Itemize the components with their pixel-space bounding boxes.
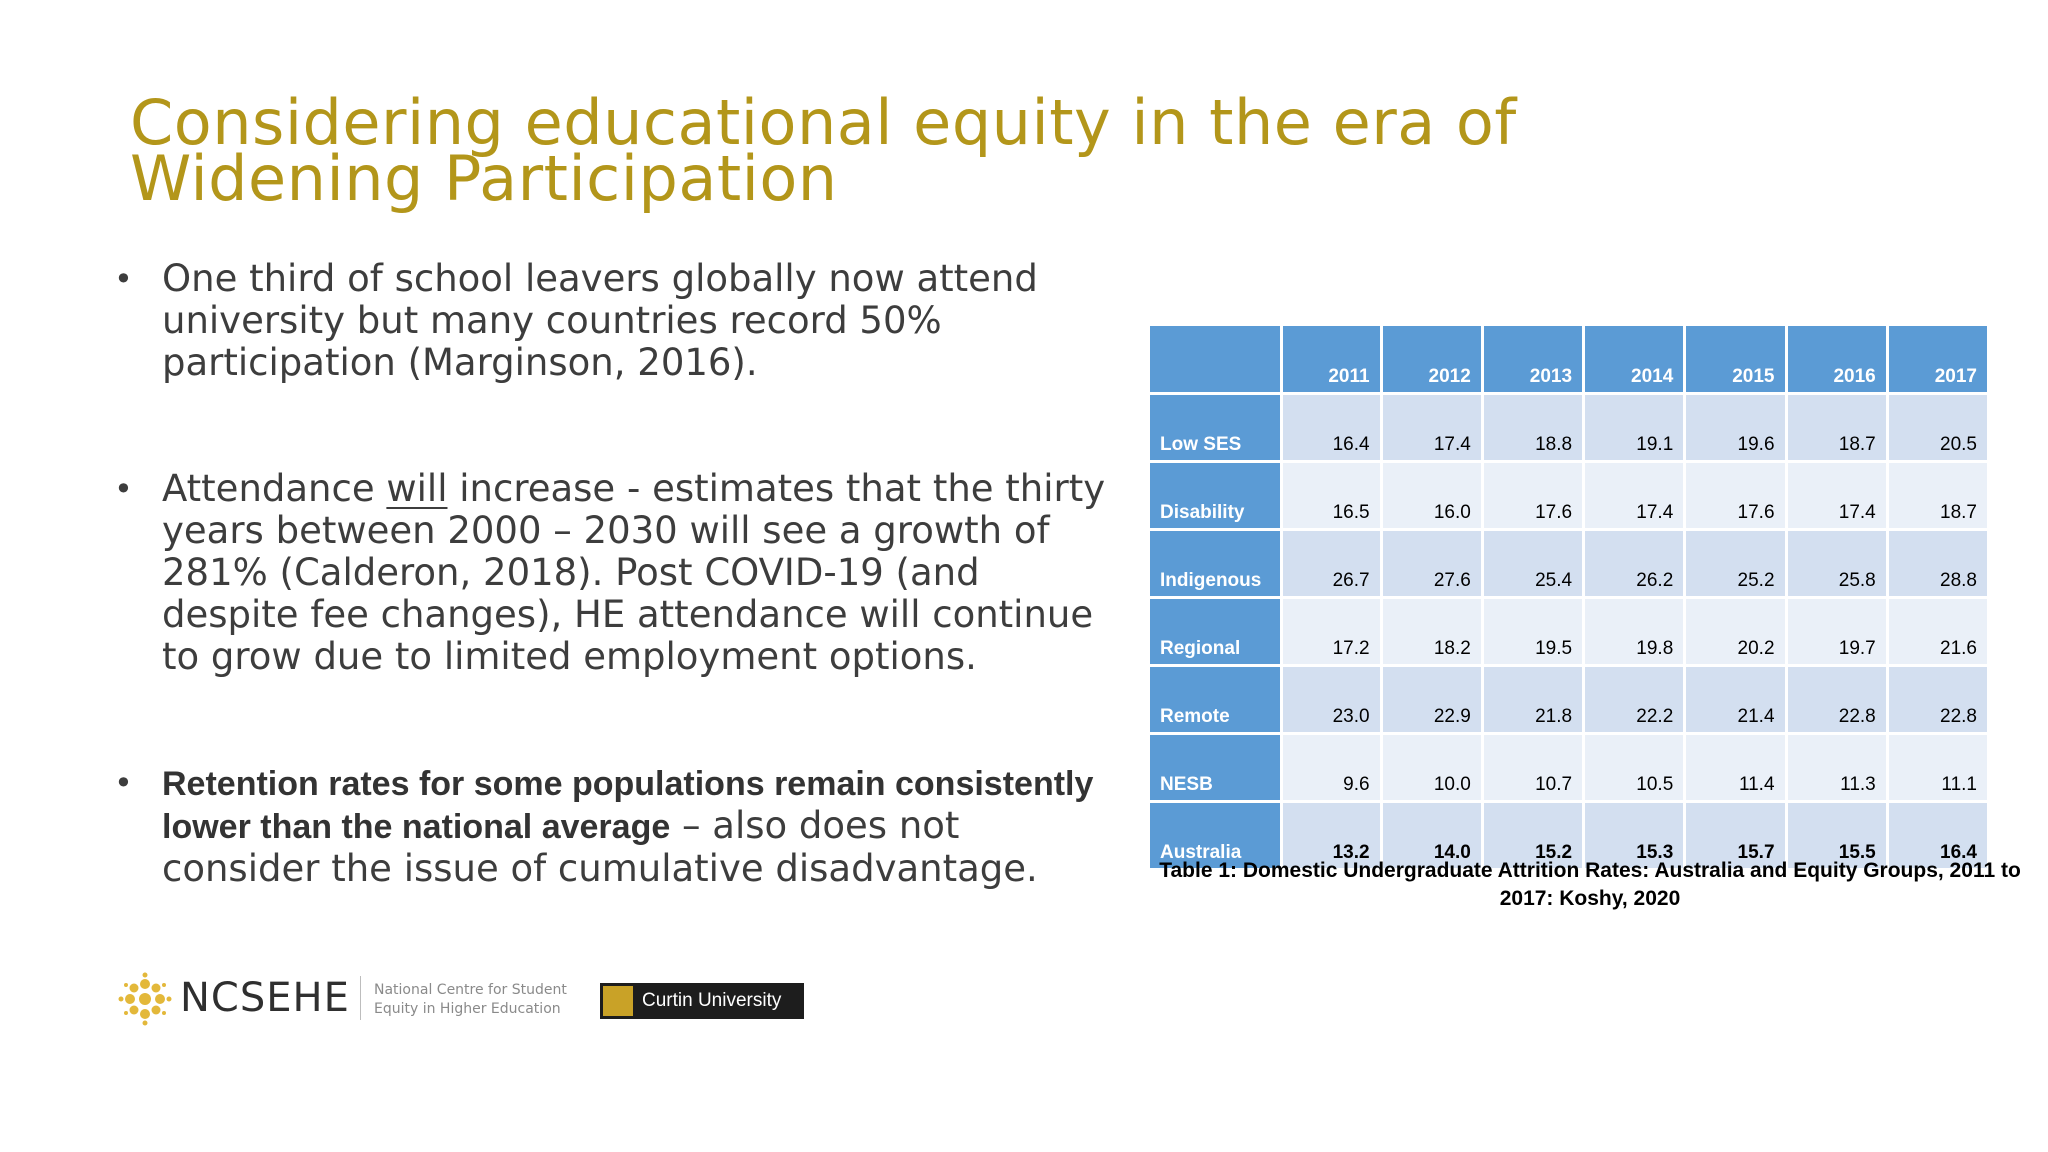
bullet-underlined-word: will [386,467,448,510]
logo-bar: NCSEHE National Centre for Student Equit… [118,970,818,1030]
row-label: Low SES [1150,395,1280,460]
table-cell: 11.4 [1686,735,1785,800]
table-cell: 11.3 [1787,735,1886,800]
logo-divider [360,976,361,1020]
bullet-item: • Attendance will increase - estimates t… [112,468,1122,678]
table-cell: 22.2 [1585,667,1684,732]
table-cell: 20.5 [1888,395,1987,460]
table-cell: 17.4 [1382,395,1481,460]
table-cell: 15.2 [1483,803,1583,868]
table-cell: 20.2 [1686,599,1785,664]
year-header: 2016 [1787,326,1886,392]
table-cell: 18.2 [1382,599,1481,664]
bullet-item: • One third of school leavers globally n… [112,258,1122,384]
bullet-list: • One third of school leavers globally n… [112,258,1122,890]
year-header: 2015 [1686,326,1785,392]
table-cell: 21.4 [1686,667,1785,732]
row-label: Remote [1150,667,1280,732]
bullet-dot-icon: • [114,260,133,298]
bullet-text-start: Attendance [162,467,387,510]
table-cell: 19.6 [1686,395,1785,460]
table-cell: 19.8 [1585,599,1684,664]
curtin-logo: Curtin University [600,983,804,1019]
table-row: Low SES 16.4 17.4 18.8 19.1 19.6 18.7 20… [1150,395,1987,460]
table-cell: 22.9 [1382,667,1481,732]
table-cell: 22.8 [1787,667,1886,732]
table-cell: 15.7 [1686,803,1785,868]
table-cell: 17.6 [1686,463,1785,528]
year-header: 2011 [1283,326,1380,392]
table-row: Disability 16.5 16.0 17.6 17.4 17.6 17.4… [1150,463,1987,528]
table-cell: 10.7 [1483,735,1583,800]
bullet-text-end: – also does not consider the issue of cu… [162,804,1038,890]
table-cell: 25.2 [1686,531,1785,596]
table-cell: 28.8 [1888,531,1987,596]
year-header: 2014 [1585,326,1684,392]
row-label: NESB [1150,735,1280,800]
table-cell: 19.1 [1585,395,1684,460]
table-row-total: Australia 13.2 14.0 15.2 15.3 15.7 15.5 … [1150,803,1987,868]
table-cell: 21.8 [1483,667,1583,732]
bullet-item: • Retention rates for some populations r… [112,762,1122,890]
table-cell: 25.4 [1483,531,1583,596]
table-cell: 18.7 [1787,395,1886,460]
table-cell: 22.8 [1888,667,1987,732]
table-cell: 17.4 [1787,463,1886,528]
year-header: 2012 [1382,326,1481,392]
table-row: NESB 9.6 10.0 10.7 10.5 11.4 11.3 11.1 [1150,735,1987,800]
table-cell: 10.5 [1585,735,1684,800]
row-label: Indigenous [1150,531,1280,596]
table-cell: 15.5 [1787,803,1886,868]
table-header-row: 2011 2012 2013 2014 2015 2016 2017 [1150,326,1987,392]
table-cell: 17.2 [1283,599,1380,664]
table-cell: 15.3 [1585,803,1684,868]
table-cell: 25.8 [1787,531,1886,596]
bullet-dot-icon: • [114,764,133,802]
row-label: Australia [1150,803,1280,868]
row-label: Regional [1150,599,1280,664]
table-cell: 11.1 [1888,735,1987,800]
year-header: 2017 [1888,326,1987,392]
bullet-text: One third of school leavers globally now… [162,257,1038,384]
table-corner-cell [1150,326,1280,392]
bullet-dot-icon: • [114,470,133,508]
table-caption: Table 1: Domestic Undergraduate Attritio… [1159,859,2021,910]
table-cell: 16.4 [1283,395,1380,460]
table-cell: 16.0 [1382,463,1481,528]
table-row: Indigenous 26.7 27.6 25.4 26.2 25.2 25.8… [1150,531,1987,596]
ncsehe-logo-icon [118,972,172,1026]
attrition-table-container: 2011 2012 2013 2014 2015 2016 2017 Low S… [1150,323,1990,871]
table-row: Remote 23.0 22.9 21.8 22.2 21.4 22.8 22.… [1150,667,1987,732]
table-cell: 10.0 [1382,735,1481,800]
row-label: Disability [1150,463,1280,528]
year-header: 2013 [1483,326,1583,392]
table-cell: 16.5 [1283,463,1380,528]
attrition-table: 2011 2012 2013 2014 2015 2016 2017 Low S… [1147,323,1990,871]
table-cell: 14.0 [1382,803,1481,868]
curtin-logo-text: Curtin University [642,990,782,1011]
table-cell: 9.6 [1283,735,1380,800]
table-cell: 18.7 [1888,463,1987,528]
bullet-text-end: increase - estimates that the thirty yea… [162,467,1106,678]
table-cell: 21.6 [1888,599,1987,664]
table-cell: 26.7 [1283,531,1380,596]
table-cell: 13.2 [1283,803,1380,868]
ncsehe-logo-text: NCSEHE [180,975,350,1021]
table-cell: 17.4 [1585,463,1684,528]
table-cell: 19.7 [1787,599,1886,664]
table-cell: 23.0 [1283,667,1380,732]
table-cell: 26.2 [1585,531,1684,596]
curtin-shield-icon [603,986,633,1016]
table-row: Regional 17.2 18.2 19.5 19.8 20.2 19.7 2… [1150,599,1987,664]
table-cell: 27.6 [1382,531,1481,596]
table-cell: 18.8 [1483,395,1583,460]
table-cell: 17.6 [1483,463,1583,528]
table-cell: 19.5 [1483,599,1583,664]
bullet-bold-text: Retention rates for some populations rem… [162,765,1094,846]
ncsehe-tagline: National Centre for Student Equity in Hi… [374,982,567,1017]
table-cell: 16.4 [1888,803,1987,868]
slide-title: Considering educational equity in the er… [130,86,1517,215]
